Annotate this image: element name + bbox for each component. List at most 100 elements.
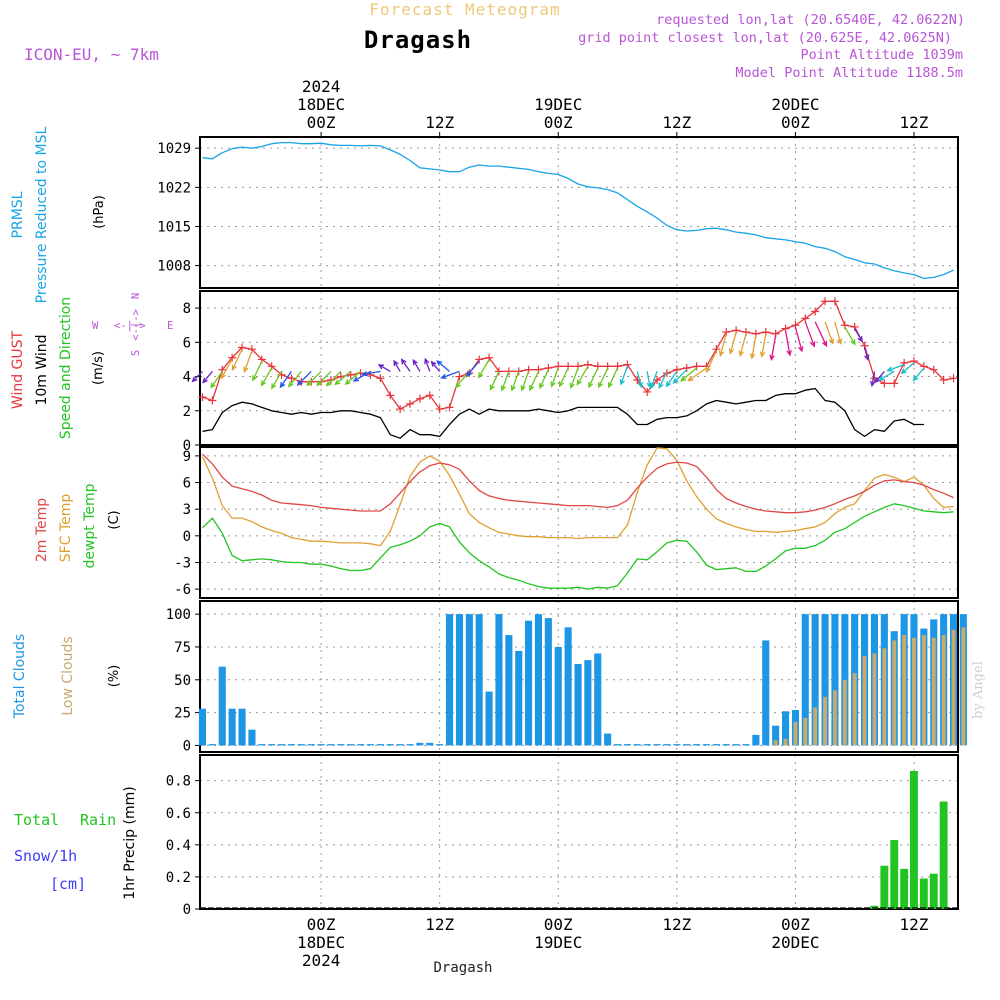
low-cloud-bar [931,637,936,746]
pressure-panel: 1008 1015 1022 1029 [157,136,959,289]
top-time-label: 12Z [662,113,691,132]
clouds-ytick-label: 100 [166,607,191,623]
total-cloud-bar [258,744,266,746]
wind-arrow [705,350,717,374]
clouds-ytick-label: 50 [174,673,191,689]
model-label: ICON-EU, ~ 7km [24,45,159,64]
wind-arrow [804,321,816,348]
total-cloud-bar [228,708,236,746]
total-cloud-bar [544,618,552,746]
top-time-label: 12Z [425,113,454,132]
clouds-unit: (%) [107,665,122,688]
temp-ytick-label: 6 [183,476,191,492]
total-cloud-bar [742,744,750,746]
total-cloud-bar [396,744,404,746]
low-cloud-bar [892,640,897,746]
wind-arrow [325,370,342,387]
rain-bar [900,868,909,909]
gust-marker [801,314,810,323]
wind-ytick-label: 0 [183,438,191,454]
rain-bar [910,771,918,909]
wind-arrow [510,371,520,392]
total-cloud-bar [821,614,829,746]
wind-arrow [489,371,500,391]
pressure-unit: (hPa) [92,195,107,229]
total-cloud-bar [376,744,384,746]
wind-arrow [231,348,243,371]
low-cloud-bar [842,679,847,746]
total-cloud-bar [426,742,434,746]
credit-watermark: by Angel [971,661,986,719]
low-cloud-bar [961,627,966,746]
wind-arrow [393,359,401,372]
gust-marker [445,403,454,412]
wind-arrow [794,326,804,353]
pressure-reduced-label: Pressure Reduced to MSL [34,126,50,303]
rain-label-a: Total [14,811,59,829]
footer-station: Dragash [433,960,492,976]
total-cloud-bar [614,744,622,746]
total-cloud-bar [525,620,533,746]
wind-arrow [520,371,530,392]
wind-arrow [569,367,579,390]
temp-ytick-label: -3 [174,555,191,571]
low-cloud-bar [882,648,887,746]
total-cloud-bar [446,614,454,746]
rain-label-b: Rain [80,811,116,829]
total-cloud-bar [357,744,365,746]
wind-arrow [874,370,885,384]
total-cloud-bar [505,635,513,746]
total-cloud-bar [515,650,523,746]
total-cloud-bar [218,666,226,746]
total-cloud-bar [554,647,562,746]
wind-arrow [500,371,510,392]
precip-ytick-label: 0.6 [166,806,191,822]
rain-bar [929,873,938,909]
wind-arrow [279,371,292,389]
total-cloud-bar [327,744,335,746]
gust-marker [415,394,424,403]
forecast-subtitle: Forecast Meteogram [369,0,560,19]
pressure-ytick-label: 1022 [157,180,191,196]
gust-marker [909,357,918,366]
rain-bar [880,865,889,909]
total-cloud-bar [307,744,315,746]
clouds-panel: 0 25 50 75 100 [166,600,959,754]
bottom-time-label: 18DEC [297,933,345,952]
total-cloud-bar [495,614,503,746]
wind-arrow [334,370,352,386]
low-cloud-bar [823,696,827,746]
wind-arrow [306,370,322,387]
total-cloud-bar [693,744,701,746]
wind-arrow [377,364,391,372]
temp-ytick-label: 0 [183,529,191,545]
precip-ytick-label: 0 [183,902,191,918]
total-cloud-bar [772,725,780,746]
wind-arrow [424,357,431,372]
clouds-ytick-label: 0 [183,738,191,754]
wind-arrow [649,371,658,390]
temp-labels: 2m Temp SFC Temp dewpt Temp (C) [34,483,122,568]
wind-ytick-label: 4 [183,370,191,386]
total-cloud-bar [406,744,414,746]
wind-arrow [400,358,411,372]
low-cloud-bar [862,656,867,746]
bottom-time-label: 00Z [544,915,573,934]
gust-marker [939,375,948,384]
low-clouds-label: Low Clouds [60,636,76,715]
clouds-frame [199,600,959,753]
top-time-label: 2024 [302,77,341,96]
wind-panel: 0 2 4 6 8 [183,290,959,454]
wind-arrow [344,370,362,385]
gust-marker [366,370,375,379]
wind-arrow [539,369,549,390]
total-cloud-bar [722,744,730,746]
gust-marker [425,391,434,400]
wind-frame [199,290,959,446]
pressure-labels: PRMSL Pressure Reduced to MSL (hPa) [10,126,107,303]
total-cloud-bar [762,640,770,746]
total-cloud-bar [366,744,374,746]
total-cloud-bar [485,691,493,746]
wind-arrow [598,367,609,389]
wind-arrow [430,360,441,372]
